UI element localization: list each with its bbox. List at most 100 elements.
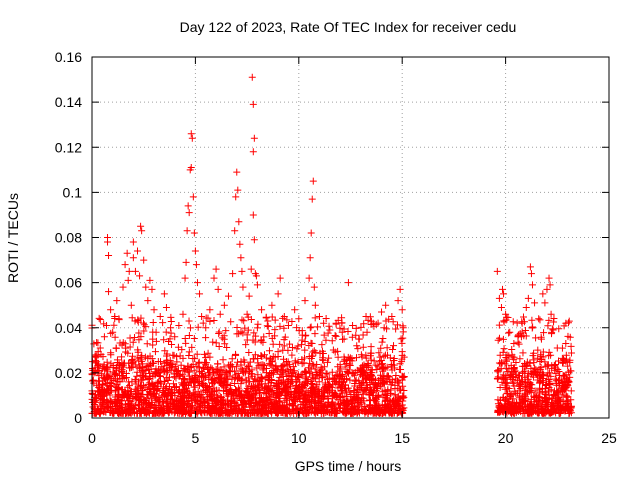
data-point	[499, 335, 507, 343]
data-point	[262, 314, 270, 322]
data-point	[196, 290, 204, 298]
data-point	[391, 364, 399, 372]
data-point	[283, 383, 291, 391]
data-point	[175, 398, 183, 406]
y-tick-label: 0.16	[55, 49, 82, 65]
data-point	[498, 378, 506, 386]
data-point	[148, 398, 156, 406]
data-point	[335, 401, 343, 409]
data-point	[226, 361, 234, 369]
y-axis-label: ROTI / TECUs	[5, 193, 21, 283]
data-point	[251, 338, 259, 346]
data-point	[133, 372, 141, 380]
data-point	[294, 404, 302, 412]
data-point	[551, 361, 559, 369]
data-point	[148, 380, 156, 388]
data-point	[280, 405, 288, 413]
data-point	[276, 373, 284, 381]
data-point	[518, 362, 526, 370]
data-point	[144, 408, 152, 416]
data-point	[555, 325, 563, 333]
data-point	[376, 353, 384, 361]
data-point	[214, 406, 222, 414]
data-point	[566, 405, 574, 413]
data-point	[297, 400, 305, 408]
data-point	[290, 388, 298, 396]
data-point	[286, 396, 294, 404]
data-point	[295, 372, 303, 380]
y-tick-labels: 0 0.02 0.04 0.06 0.08 0.1 0.12 0.14 0.16	[55, 49, 82, 426]
data-point	[398, 306, 406, 314]
data-point	[286, 340, 294, 348]
data-point	[171, 333, 179, 341]
data-point	[113, 297, 121, 305]
data-point	[392, 325, 400, 333]
x-tick-label: 5	[192, 430, 200, 446]
data-point	[398, 401, 406, 409]
data-point	[333, 407, 341, 415]
data-point	[108, 380, 116, 387]
data-point	[206, 317, 214, 325]
data-point	[567, 342, 575, 350]
data-point	[124, 349, 132, 357]
data-point	[236, 407, 244, 415]
data-point	[284, 346, 292, 354]
data-point	[178, 388, 186, 396]
data-point	[182, 339, 190, 347]
data-point	[115, 315, 123, 323]
data-point	[178, 402, 186, 410]
data-point	[96, 409, 104, 417]
data-point	[154, 357, 162, 365]
data-point	[218, 369, 226, 377]
data-point	[551, 375, 559, 383]
data-point	[326, 326, 334, 334]
data-point	[501, 381, 509, 389]
data-point	[340, 325, 348, 333]
data-point	[521, 391, 529, 399]
data-point	[524, 294, 532, 302]
data-point	[205, 369, 213, 377]
data-point	[137, 222, 145, 230]
data-point	[314, 394, 322, 402]
data-point	[544, 322, 552, 330]
data-point	[167, 360, 175, 368]
data-point	[367, 385, 375, 393]
data-point	[257, 361, 265, 369]
data-point	[242, 341, 250, 349]
data-point	[118, 400, 126, 408]
data-point	[109, 409, 117, 417]
data-point	[518, 319, 526, 327]
data-point	[164, 358, 172, 366]
data-point	[177, 361, 185, 369]
data-point	[325, 322, 333, 330]
data-point	[176, 393, 184, 401]
data-point	[317, 366, 325, 374]
data-point	[379, 409, 387, 417]
data-point	[509, 318, 517, 326]
data-point	[218, 406, 226, 414]
data-point	[186, 376, 194, 384]
data-point	[244, 326, 252, 334]
data-point	[364, 316, 372, 324]
data-point	[129, 238, 137, 246]
data-point	[351, 382, 359, 390]
data-point	[500, 290, 508, 298]
data-point	[386, 401, 394, 409]
data-point	[138, 400, 146, 408]
data-point	[297, 384, 305, 392]
data-point	[176, 371, 184, 379]
data-point	[248, 73, 256, 81]
data-point	[333, 378, 341, 386]
data-point	[311, 314, 319, 322]
data-point	[216, 310, 224, 318]
data-point	[149, 319, 157, 327]
data-point	[515, 382, 523, 390]
data-point	[540, 329, 548, 337]
data-point	[236, 386, 244, 394]
data-point	[241, 324, 249, 332]
data-point	[379, 334, 387, 342]
data-point	[160, 290, 168, 298]
data-point	[396, 285, 404, 293]
data-point	[359, 331, 367, 339]
data-point	[389, 318, 397, 326]
